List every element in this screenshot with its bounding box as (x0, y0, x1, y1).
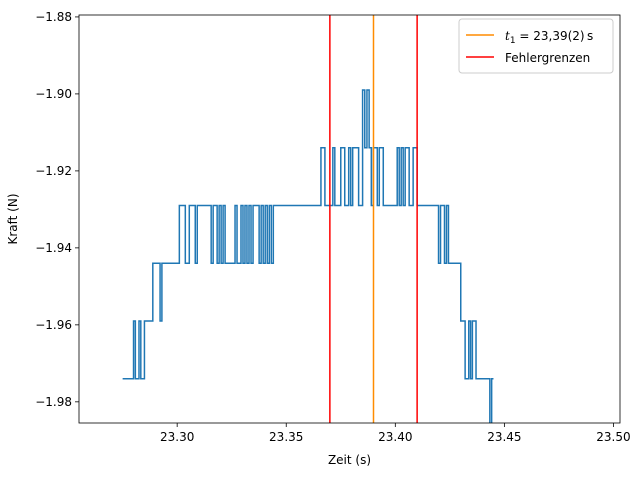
series-layer (122, 89, 494, 423)
legend-label-fehlergrenzen: Fehlergrenzen (505, 51, 590, 65)
x-axis-ticks: 23.30 23.35 23.40 23.45 23.50 (160, 423, 631, 444)
y-tick-label: −1.98 (35, 395, 72, 409)
x-tick-label: 23.50 (596, 430, 630, 444)
x-tick-label: 23.45 (487, 430, 521, 444)
legend-label-t1-subscript: 1 (510, 36, 516, 46)
y-tick-label: −1.90 (35, 87, 72, 101)
legend: t1 = 23,39(2) s Fehlergrenzen (458, 18, 614, 74)
y-axis-ticks: −1.98 −1.96 −1.94 −1.92 −1.90 −1.88 (35, 10, 79, 409)
plot-frame (78, 14, 621, 424)
legend-box (458, 18, 614, 74)
x-tick-label: 23.30 (160, 430, 194, 444)
y-tick-label: −1.88 (35, 10, 72, 24)
vline-layer (329, 15, 418, 423)
force-series-line-0 (122, 89, 494, 423)
y-axis-label: Kraft (N) (6, 193, 20, 244)
x-tick-label: 23.40 (378, 430, 412, 444)
y-tick-label: −1.92 (35, 164, 72, 178)
legend-label-t1: t1 = 23,39(2) s (505, 29, 593, 46)
legend-label-t1-symbol: t (505, 29, 510, 43)
x-axis-label: Zeit (s) (328, 453, 371, 467)
y-tick-label: −1.96 (35, 318, 72, 332)
y-tick-label: −1.94 (35, 241, 72, 255)
x-tick-label: 23.35 (269, 430, 303, 444)
legend-label-t1-value: = 23,39(2) s (516, 29, 594, 43)
